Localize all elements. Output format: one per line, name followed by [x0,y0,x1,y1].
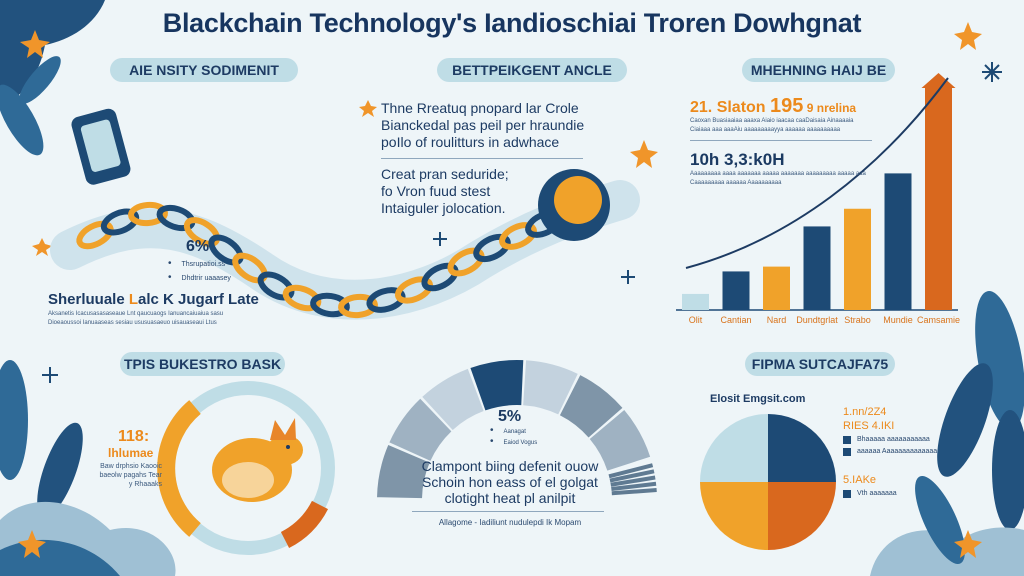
bar [682,293,709,310]
bullet: Dhdtrir uaaasey [168,271,231,285]
page-title: Blackchain Technology's Iandioschiai Tro… [162,8,862,38]
semicircle-gauge [377,359,657,499]
fine-print: Caoxan Buasiaaiaa aaaxa Aiaio iaacaa caa… [690,118,854,124]
stat-bottom-right-b: 5.IAKe [843,474,877,486]
x-tick-label: Nard [766,315,787,325]
divider [412,511,604,512]
legend-item: Bhaaaaa aaaaaaaaaaa [843,434,937,446]
gauge-tick [611,481,657,491]
bar [763,266,790,310]
fine-print: Aksanetis Icacusasasaseaue Lnt qaucuaogs… [48,311,224,317]
gauge-segment [422,368,484,431]
pie-slice [768,414,836,482]
stat-top-right: 10h 3,3:k0H [690,150,785,169]
bar [722,271,750,310]
foliage-bottom-left [0,360,176,576]
paragraph-top-center-1: Thne Rreatuq pnopard lar Crole Bianckeda… [381,100,585,150]
desc-line: baeolw pagahs Tear [99,472,162,479]
gauge-tick [609,469,655,483]
pie-slice [768,482,836,550]
gauge-segment [470,359,524,411]
gauge-segment [377,444,430,499]
star-icons [18,22,982,558]
desc-line: y Rhaaaks [128,481,162,488]
fine-print: Caaaaaaaaa aaaaaa Aaaaaaaaaa [690,180,782,186]
chain-link [156,204,196,232]
legend-item: aaaaaa Aaaaaaaaaaaaaa [843,446,937,458]
section-pill-top-left: AIE NSITY SODIMENIT [110,58,298,82]
fine-print: Ciaiaaa aaa aaaAiu aaaaaaaaayya aaaaaa a… [690,127,841,133]
chain-link [447,247,485,277]
pie-title: Elosit Emgsit.com [710,393,806,405]
bar [844,208,871,310]
bar-chart [676,73,958,311]
chain-link [282,284,322,312]
divider [381,158,583,159]
section-pill-top-right: MHEHNING HAIJ BE [742,58,895,82]
heading-top-left: Sherluuale Lalc K Jugarf Late [48,291,259,308]
gauge-segment [559,375,623,438]
trend-line [685,77,949,269]
divider [690,140,872,141]
chain-link [310,292,350,318]
headline-top-right: 21. Slaton 195 9 nrelina [690,95,857,117]
stat-bottom-left: 118: [118,428,150,445]
gauge-segment [389,398,452,461]
chain-link [128,201,168,227]
legend-item: Vth aaaaaaa [843,488,897,500]
desc-line: Baw drphsio Kaooic [100,463,162,470]
bar [803,226,831,310]
caption: Allagome - Iadiliunt nudulepdi Ik Mopam [438,518,582,527]
gauge-segment [523,360,578,415]
x-tick-label: Camsamie [916,315,960,325]
chain-link [473,233,511,263]
chain-link [338,293,378,319]
arrow-head [921,73,956,88]
foliage-top-left [0,0,105,156]
foliage-right [870,290,1024,576]
ring-chart [157,381,335,555]
fine-print: Aaaaaaaaa aaaa aaaaaaa aaaaa aaaaaaa aaa… [690,171,866,177]
bullet: Thsrupatioi.ss [168,257,231,271]
bar [884,173,912,310]
paragraph-bottom-center: Clampont biing defenit ouow Schoin hon e… [421,458,599,506]
section-pill-bottom-right: FIPMA SUTCAJFA75 [745,352,895,376]
chain-link [100,208,140,236]
x-tick-label: Cantian [720,315,752,325]
fine-print: Dioeaoussoi Ianuaaseas sesiau ususuasaeu… [48,320,217,326]
bullet: Eaiod Vogus [490,437,538,448]
stat-top-left: 6% [186,238,210,255]
pie-slice [700,414,768,482]
gauge-segment [589,410,651,471]
paragraph-top-center-2: Creat pran seduride; fo Vron fuud stest … [381,166,509,216]
x-tick-label: Dundtgrlat [796,315,838,325]
creature-illustration [212,418,303,502]
snowflake-icons [42,62,1002,383]
stat-label: lhlumae [108,446,154,460]
x-tick-label: Olit [688,315,703,325]
section-pill-top-center: BETTPEIKGENT ANCLE [437,58,627,82]
bar [925,85,952,310]
chain-link [366,287,406,313]
gauge-tick [608,463,654,479]
chain-link [183,217,221,247]
gauge-tick [611,488,657,496]
chain-link [76,220,114,250]
chain-link [394,276,434,304]
x-tick-label: Mundie [883,315,913,325]
section-pill-bottom-left: TPIS BUKESTRO BASK [120,352,285,376]
gauge-tick [610,475,656,487]
x-tick-label: Strabo [844,315,871,325]
bullet: Aanagat [490,426,537,437]
chain-link [499,222,537,250]
pie-slice [700,482,768,550]
stat-bottom-right-a: 1.nn/2Z4 RIES 4.IKI [843,406,895,432]
chain-link [257,271,295,301]
stat-bottom-center: 5% [498,408,522,425]
chain-link [421,262,459,292]
pie-chart [700,414,836,550]
